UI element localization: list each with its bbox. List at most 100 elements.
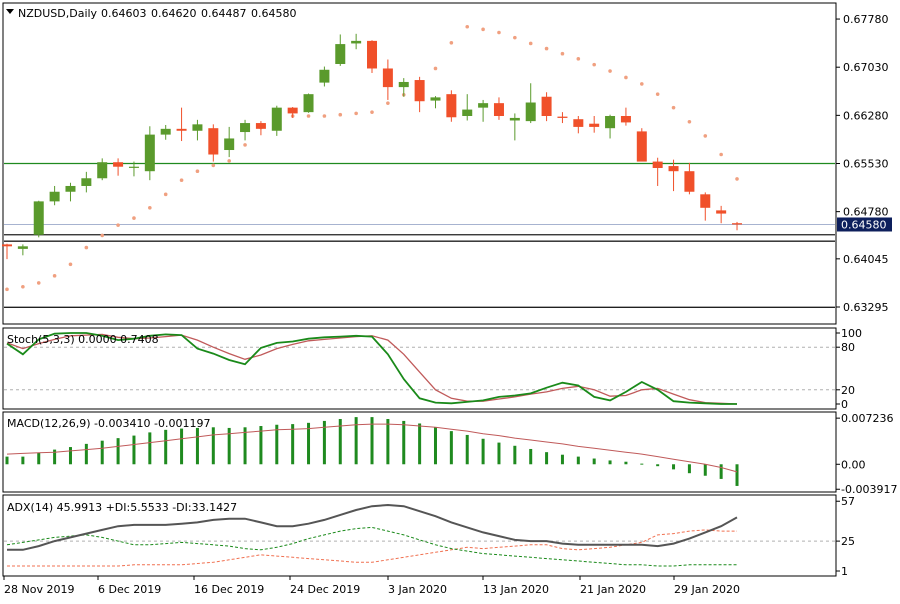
candle-body [620, 115, 631, 123]
candlesticks [2, 33, 743, 260]
sar-dot [608, 69, 612, 73]
sar-dot [640, 82, 644, 86]
macd-bar [529, 448, 533, 465]
macd-bar [560, 454, 564, 465]
macd-legend: MACD(12,26,9) -0.003410 -0.001197 [7, 417, 210, 430]
candle-body [668, 166, 679, 172]
macd-bar [275, 424, 279, 465]
adx-tick-label: 1 [841, 565, 848, 578]
macd-bar [21, 456, 25, 465]
sar-dot [243, 143, 247, 147]
price-tick-label: 0.65530 [843, 158, 889, 171]
sar-dot [148, 205, 152, 210]
candle-body [255, 123, 266, 129]
main-legend: NZDUSD,Daily 0.64603 0.64620 0.64487 0.6… [6, 7, 297, 20]
stochastic-main-line [6, 332, 737, 405]
macd-histogram [5, 417, 739, 486]
macd-bar [100, 440, 104, 465]
candle-body [240, 123, 251, 133]
macd-bar [624, 461, 628, 465]
sar-dot [528, 41, 533, 46]
candle-body [573, 119, 584, 127]
sar-dot [544, 46, 549, 51]
current-price-badge-bg [837, 217, 892, 232]
macd-bar [211, 427, 215, 465]
sar-dot [338, 112, 343, 117]
sar-dot [497, 30, 501, 35]
stochastic-tick-label: 80 [841, 341, 855, 354]
sar-dot [84, 245, 89, 250]
stochastic-lines [6, 332, 738, 405]
price-axis[interactable]: 0.67780 0.67030 0.66280 0.65530 0.64780 0.640… [836, 13, 889, 314]
candle-body [541, 96, 552, 116]
macd-bar [513, 445, 517, 465]
stochastic-legend: Stoch(5,3,3) 0.0000 0.7408 [7, 333, 159, 346]
sar-dot [513, 35, 517, 40]
macd-bar [37, 452, 41, 465]
price-tick-label: 0.66280 [843, 109, 889, 122]
horizontal-levels [4, 162, 835, 308]
time-axis[interactable]: 28 Nov 2019 6 Dec 2019 16 Dec 2019 24 Dec 2… [3, 576, 740, 596]
macd-bar [402, 420, 406, 465]
candle-body [525, 102, 536, 122]
sar-dot [195, 169, 200, 174]
sar-dot [163, 192, 168, 197]
candle-body [144, 134, 155, 172]
macd-bar [180, 428, 184, 465]
dropdown-triangle-icon[interactable] [6, 9, 14, 14]
macd-bar [84, 443, 88, 465]
candle-body [732, 223, 743, 225]
sar-dot [36, 281, 41, 285]
candle-body [446, 94, 457, 118]
candle-body [33, 201, 44, 235]
date-tick-label: 21 Jan 2020 [580, 583, 646, 596]
candle-body [493, 103, 504, 116]
macd-bar [164, 429, 168, 465]
adx-tick-label: 25 [841, 535, 855, 548]
sar-dot [322, 114, 327, 118]
macd-bar [465, 434, 469, 465]
candle-body [367, 40, 378, 69]
sar-dot [132, 216, 136, 220]
sar-dot [560, 51, 565, 56]
plus-di-line [6, 526, 737, 567]
macd-signal-line [6, 423, 738, 473]
close-value: 0.64580 [251, 7, 297, 20]
candle-body [462, 109, 473, 116]
macd-bar [687, 464, 691, 474]
sar-dot [624, 75, 628, 80]
macd-bar [132, 435, 136, 465]
date-tick-label: 29 Jan 2020 [674, 583, 740, 596]
candle-body [97, 162, 108, 179]
macd-bar [433, 427, 437, 465]
price-tick-label: 0.67780 [843, 13, 889, 26]
macd-bar [703, 464, 707, 476]
candle-body [351, 40, 362, 44]
macd-bar [576, 456, 580, 465]
candle-body [113, 162, 124, 167]
current-price-label: 0.64580 [841, 218, 887, 231]
adx-legend: ADX(14) 45.9913 +DI:5.5533 -DI:33.1427 [7, 501, 237, 514]
macd-bar [449, 431, 453, 465]
sar-dot [655, 92, 660, 96]
macd-bar [354, 417, 358, 465]
macd-bar [719, 464, 723, 479]
candle-body [557, 116, 568, 118]
macd-bar [291, 424, 295, 465]
macd-tick-label: 0.00 [841, 458, 866, 471]
candle-body [303, 94, 314, 113]
macd-bar [227, 427, 231, 465]
macd-bar [592, 458, 596, 465]
stochastic-panel[interactable] [2, 327, 837, 410]
adx-tick-label: 57 [841, 495, 855, 508]
low-value: 0.64487 [201, 7, 247, 20]
macd-bar [656, 464, 660, 467]
date-tick-label: 6 Dec 2019 [98, 583, 161, 596]
stochastic-tick-label: 100 [841, 327, 862, 340]
date-tick-label: 3 Jan 2020 [388, 583, 447, 596]
sar-dot [211, 163, 216, 168]
sar-dot [68, 262, 73, 267]
macd-bar [545, 452, 549, 465]
sar-dot [592, 62, 596, 67]
